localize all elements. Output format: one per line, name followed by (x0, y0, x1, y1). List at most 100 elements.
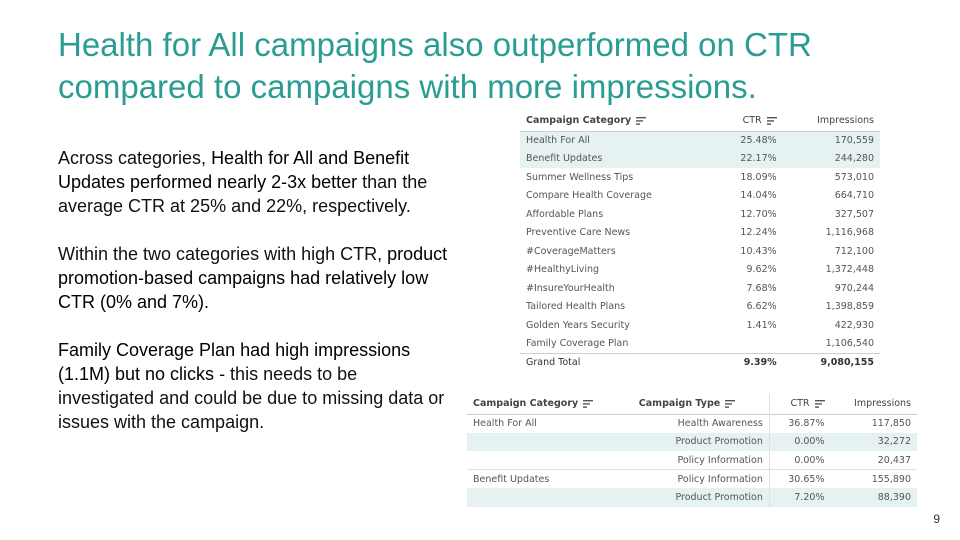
sort-descending-icon[interactable] (583, 399, 594, 408)
cell-impressions: 244,280 (782, 149, 880, 168)
table-row: Golden Years Security 1.41% 422,930 (520, 316, 880, 335)
paragraph-1: Across categories, Health for All and Be… (58, 146, 458, 218)
table-row: Compare Health Coverage 14.04% 664,710 (520, 187, 880, 206)
cell-category: #CoverageMatters (526, 245, 616, 257)
cell-category (467, 432, 633, 451)
cell-category: Benefit Updates (467, 469, 633, 488)
column-header-label: Campaign Category (526, 115, 632, 127)
cell-category: Compare Health Coverage (526, 190, 652, 202)
table-row: #CoverageMatters 10.43% 712,100 (520, 242, 880, 261)
grand-total-impressions: 9,080,155 (782, 352, 880, 372)
paragraph-3: Family Coverage Plan had high impression… (58, 338, 458, 434)
cell-impressions: 32,272 (830, 432, 917, 451)
cell-ctr: 36.87% (788, 418, 825, 429)
cell-impressions: 712,100 (834, 245, 874, 257)
table-body: Health For All Health Awareness 36.87% 117,… (467, 414, 917, 507)
cell-impressions: 664,710 (834, 190, 874, 202)
table-header-row: Campaign Category Campaign Type CTR Impr… (467, 394, 917, 414)
column-header-label: CTR (742, 115, 762, 127)
cell-impressions: 170,559 (782, 131, 880, 150)
cell-ctr: 12.24% (740, 227, 777, 239)
cell-impressions: 155,890 (830, 469, 917, 488)
table-row: Product Promotion 0.00% 32,272 (467, 432, 917, 451)
cell-ctr: 0.00% (794, 454, 825, 466)
cell-category: Summer Wellness Tips (526, 171, 634, 183)
paragraph-2: Within the two categories with high CTR,… (58, 242, 458, 314)
cell-impressions: 1,398,859 (825, 301, 874, 313)
cell-impressions: 1,106,540 (825, 338, 874, 349)
table-row: #InsureYourHealth 7.68% 970,244 (520, 279, 880, 298)
cell-category: Golden Years Security (526, 319, 630, 331)
column-header-label: CTR (790, 398, 810, 410)
cell-impressions: 117,850 (871, 418, 911, 429)
grand-total-ctr: 9.39% (714, 352, 783, 372)
cell-category: Tailored Health Plans (526, 301, 626, 313)
cell-ctr: 7.68% (746, 282, 777, 294)
cell-category: Family Coverage Plan (526, 338, 629, 349)
column-header-category[interactable]: Campaign Category (467, 394, 633, 414)
cell-impressions: 88,390 (830, 488, 917, 507)
cell-ctr: 7.20% (769, 488, 831, 507)
paragraph-2-text: Within the two categories with high CTR, (58, 244, 388, 264)
cell-ctr: 10.43% (740, 245, 777, 257)
cell-ctr: 9.62% (746, 264, 777, 276)
cell-ctr: 18.09% (740, 171, 777, 183)
paragraph-1-text: Across categories, (58, 148, 212, 168)
cell-ctr: 25.48% (714, 131, 783, 150)
column-header-category[interactable]: Campaign Category (520, 111, 715, 131)
cell-impressions: 1,116,968 (825, 227, 874, 239)
cell-impressions: 422,930 (834, 319, 874, 331)
table-row: Family Coverage Plan 1,106,540 (520, 335, 880, 354)
table-row: Affordable Plans 12.70% 327,507 (520, 205, 880, 224)
grand-total-row: Grand Total 9.39% 9,080,155 (520, 352, 880, 372)
slide-title: Health for All campaigns also outperform… (58, 26, 812, 105)
cell-impressions: 327,507 (834, 208, 874, 220)
cell-impressions: 1,372,448 (825, 264, 874, 276)
table-row: Health For All Health Awareness 36.87% 117,… (467, 414, 917, 433)
cell-impressions: 20,437 (877, 454, 911, 466)
cell-category: Health For All (520, 131, 715, 150)
cell-category (467, 451, 633, 470)
cell-category (467, 488, 633, 507)
cell-ctr: 14.04% (740, 190, 777, 202)
table-header-row: Campaign Category CTR Impressions (520, 111, 880, 131)
table-row: Benefit Updates Policy Information 30.65% 1… (467, 469, 917, 488)
paragraph-1-text-end: than the average CTR at 25% and 22%, res… (58, 172, 428, 216)
cell-impressions: 573,010 (834, 171, 874, 183)
paragraph-3-emphasis: Family Coverage Plan had high impression… (58, 340, 411, 384)
cell-ctr: 22.17% (714, 149, 783, 168)
cell-category: Benefit Updates (520, 149, 715, 168)
table-row: Preventive Care News 12.24% 1,116,968 (520, 224, 880, 243)
sort-descending-icon[interactable] (725, 399, 736, 408)
cell-ctr: 0.00% (769, 432, 831, 451)
ctr-by-category-type-table: Campaign Category Campaign Type CTR Impr… (467, 394, 917, 507)
column-header-type[interactable]: Campaign Type (632, 394, 770, 414)
column-header-impressions[interactable]: Impressions (817, 115, 874, 127)
table-row: Tailored Health Plans 6.62% 1,398,859 (520, 298, 880, 317)
cell-type: Product Promotion (632, 488, 770, 507)
grand-total-label: Grand Total (520, 352, 715, 372)
cell-ctr: 6.62% (746, 301, 777, 313)
table-row: Summer Wellness Tips 18.09% 573,010 (520, 168, 880, 187)
ctr-by-category-table: Campaign Category CTR Impressions Health… (520, 111, 880, 372)
cell-ctr (715, 335, 783, 354)
column-header-label: Campaign Category (473, 398, 579, 410)
table-row: Product Promotion 7.20% 88,390 (467, 488, 917, 507)
paragraph-1-emphasis: Health for All and Benefit Updates perfo… (58, 148, 410, 192)
cell-ctr: 30.65% (769, 469, 831, 488)
sort-descending-icon[interactable] (814, 399, 825, 408)
cell-impressions: 970,244 (834, 282, 874, 294)
column-header-ctr[interactable]: CTR (769, 394, 830, 414)
table-row: Health For All 25.48% 170,559 (520, 131, 880, 150)
cell-category: #HealthyLiving (526, 264, 600, 276)
table-body: Health For All 25.48% 170,559 Benefit Updat… (520, 131, 880, 353)
body-text: Across categories, Health for All and Be… (58, 146, 458, 458)
cell-type: Product Promotion (632, 432, 770, 451)
column-header-impressions[interactable]: Impressions (854, 398, 911, 410)
cell-type: Health Awareness (632, 414, 770, 433)
sort-descending-icon[interactable] (766, 116, 777, 125)
sort-descending-icon[interactable] (636, 116, 647, 125)
cell-ctr: 12.70% (740, 208, 777, 220)
column-header-label: Campaign Type (638, 398, 721, 410)
column-header-ctr[interactable]: CTR (715, 111, 783, 131)
